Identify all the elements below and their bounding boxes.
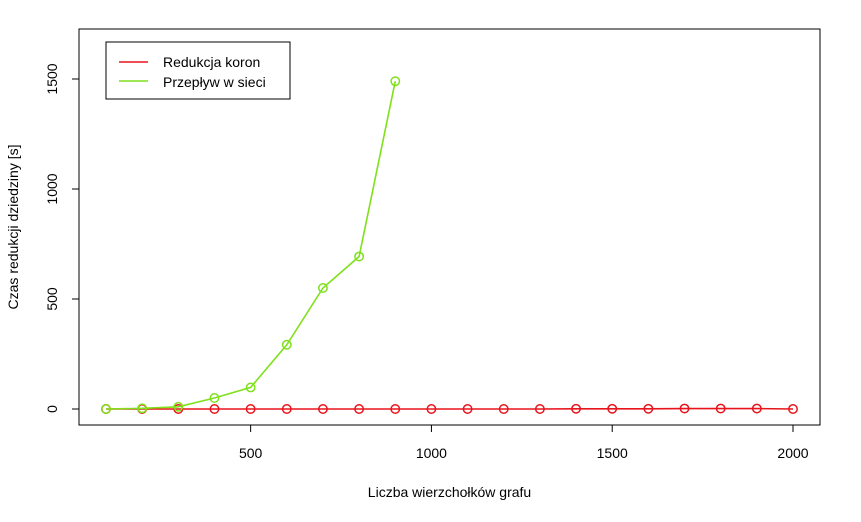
data-point [137,403,148,414]
series-line [105,81,397,410]
legend-box [105,41,291,100]
data-point [245,382,256,393]
data-point [751,403,762,414]
data-point [317,404,328,414]
data-point [571,403,582,414]
data-point [788,404,798,414]
x-tick-label: 1500 [597,445,628,461]
data-point [173,401,184,412]
data-point [715,403,726,414]
x-axis-label: Liczba wierzchołków grafu [368,484,531,500]
data-point [534,404,545,414]
data-point [245,404,256,414]
data-point [643,403,654,414]
x-axis: 500 1000 1500 2000 [239,424,809,461]
legend: Redukcja koron Przepływ w sieci [105,41,291,100]
y-axis: 0 500 1000 1500 [44,63,80,413]
series-redukcja-koron [101,403,798,414]
data-point [390,404,401,414]
data-point [498,404,509,414]
x-tick-label: 1000 [416,445,447,461]
data-point [462,404,473,414]
data-point [281,339,292,350]
data-point [426,404,437,414]
y-tick-label: 1500 [44,63,60,94]
y-tick-label: 500 [44,287,60,311]
legend-label-przeplyw-w-sieci: Przepływ w sieci [163,74,266,90]
x-tick-label: 2000 [777,445,808,461]
data-point [354,251,365,262]
data-point [390,76,401,87]
x-tick-label: 500 [239,445,263,461]
legend-label-redukcja-koron: Redukcja koron [163,54,260,70]
data-point [101,404,111,414]
y-axis-label: Czas redukcji dziedziny [s] [5,145,21,310]
y-tick-label: 0 [44,405,60,413]
data-point [209,393,220,403]
data-point [281,404,292,414]
y-tick-label: 1000 [44,173,60,204]
data-point [607,403,618,414]
data-point [354,404,365,414]
data-point [317,283,328,293]
series-przeplyw-w-sieci [101,76,401,414]
data-point [209,404,220,414]
data-point [679,403,690,414]
series-layer [101,76,798,414]
